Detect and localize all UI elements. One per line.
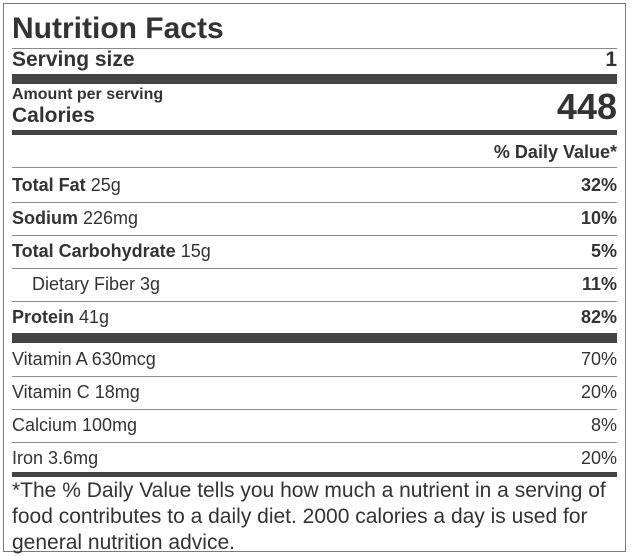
nutrient-info: Sodium 226mg: [12, 207, 138, 229]
nutrient-percent: 11%: [581, 274, 617, 294]
serving-size-label: Serving size: [12, 48, 135, 71]
vitamin-row-iron: Iron 3.6mg 20%: [12, 447, 617, 469]
vitamin-row-calcium: Calcium 100mg 8%: [12, 414, 617, 436]
nutrient-percent: 32%: [580, 175, 617, 195]
divider: [12, 442, 617, 443]
nutrient-name: Total Fat: [12, 175, 86, 195]
nutrient-amount: 41g: [79, 307, 110, 327]
vitamin-percent: 20%: [580, 448, 617, 468]
divider: [12, 48, 617, 49]
nutrient-amount: 25g: [90, 175, 121, 195]
nutrition-label-body: Nutrition Facts Serving size 1 Amount pe…: [12, 4, 617, 554]
medium-divider: [12, 472, 617, 477]
vitamin-amount: 100mg: [82, 415, 138, 435]
vitamin-name: Vitamin C: [12, 382, 90, 402]
calories-value: 448: [556, 86, 617, 127]
nutrient-row-total-carbohydrate: Total Carbohydrate 15g 5%: [12, 240, 617, 262]
divider: [12, 167, 617, 168]
divider: [12, 268, 617, 269]
vitamin-row-vitamin-a: Vitamin A 630mcg 70%: [12, 348, 617, 370]
nutrient-amount: 15g: [180, 241, 211, 261]
vitamin-name: Iron: [12, 448, 44, 468]
nutrient-row-dietary-fiber: Dietary Fiber 3g 11%: [12, 273, 617, 295]
thick-divider: [12, 333, 617, 343]
nutrient-info: Dietary Fiber 3g: [12, 273, 160, 295]
nutrient-percent: 82%: [580, 307, 617, 327]
vitamin-info: Calcium 100mg: [12, 414, 137, 436]
nutrient-name: Sodium: [12, 208, 78, 228]
nutrition-label: Nutrition Facts Serving size 1 Amount pe…: [3, 3, 626, 554]
vitamin-name: Vitamin A: [12, 349, 87, 369]
divider: [12, 301, 617, 302]
amount-per-serving: Amount per serving: [12, 86, 164, 103]
nutrient-row-total-fat: Total Fat 25g 32%: [12, 174, 617, 196]
nutrient-name: Protein: [12, 307, 75, 327]
nutrient-row-sodium: Sodium 226mg 10%: [12, 207, 617, 229]
vitamin-name: Calcium: [12, 415, 78, 435]
nutrient-percent: 10%: [580, 208, 617, 228]
nutrient-info: Protein 41g: [12, 306, 109, 328]
medium-divider: [12, 130, 617, 135]
nutrient-name: Total Carbohydrate: [12, 241, 176, 261]
vitamin-info: Iron 3.6mg: [12, 447, 98, 469]
vitamin-row-vitamin-c: Vitamin C 18mg 20%: [12, 381, 617, 403]
divider: [12, 409, 617, 410]
vitamin-info: Vitamin C 18mg: [12, 381, 140, 403]
daily-value-header: % Daily Value*: [493, 142, 617, 162]
calories-label: Calories: [12, 104, 95, 127]
vitamin-percent: 20%: [580, 382, 617, 402]
vitamin-amount: 630mcg: [91, 349, 156, 369]
nutrient-name: Dietary Fiber: [32, 274, 136, 294]
vitamin-percent: 70%: [580, 349, 617, 369]
nutrient-amount: 3g: [140, 274, 161, 294]
label-title: Nutrition Facts: [12, 12, 224, 45]
vitamin-amount: 3.6mg: [48, 448, 99, 468]
nutrient-amount: 226mg: [83, 208, 139, 228]
serving-size-value: 1: [605, 48, 617, 71]
nutrient-row-protein: Protein 41g 82%: [12, 306, 617, 328]
vitamin-amount: 18mg: [94, 382, 140, 402]
serving-size-row: Serving size 1: [12, 47, 617, 73]
divider: [12, 202, 617, 203]
thick-divider: [12, 74, 617, 84]
nutrient-info: Total Fat 25g: [12, 174, 121, 196]
divider: [12, 376, 617, 377]
footnote: *The % Daily Value tells you how much a …: [12, 479, 606, 554]
vitamin-info: Vitamin A 630mcg: [12, 348, 156, 370]
divider: [12, 235, 617, 236]
nutrient-info: Total Carbohydrate 15g: [12, 240, 211, 262]
vitamin-percent: 8%: [590, 415, 617, 435]
nutrient-percent: 5%: [590, 241, 617, 261]
